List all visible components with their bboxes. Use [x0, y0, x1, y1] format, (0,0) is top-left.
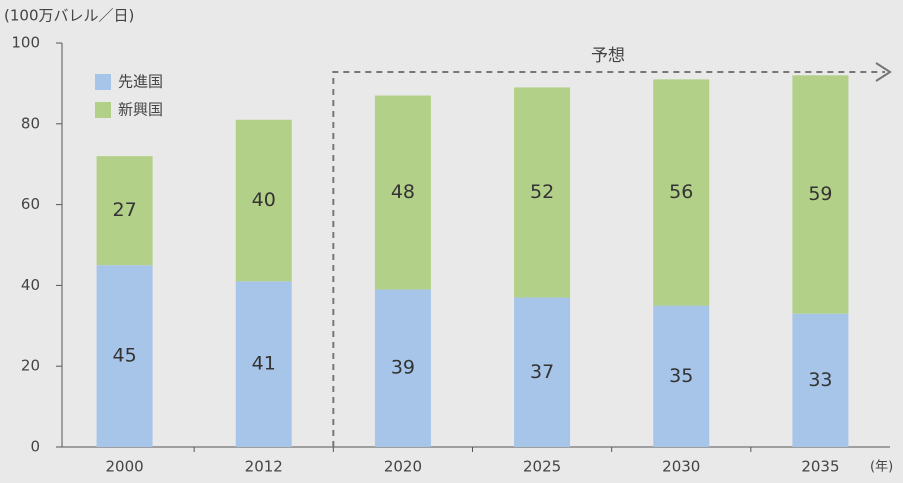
data-label: 35 [669, 365, 693, 387]
data-label: 33 [808, 369, 832, 391]
y-tick-label: 20 [21, 357, 40, 375]
legend-label: 新興国 [118, 101, 163, 119]
y-unit: (100万バレル／日) [4, 7, 134, 25]
x-tick-label: 2025 [523, 458, 561, 476]
data-label: 45 [112, 345, 136, 367]
y-tick-label: 40 [21, 276, 40, 294]
forecast-bracket [332, 71, 885, 447]
data-label: 56 [669, 181, 693, 203]
y-tick-label: 80 [21, 114, 40, 132]
data-label: 27 [112, 199, 136, 221]
data-label: 52 [530, 181, 554, 203]
x-tick-label: 2035 [801, 458, 839, 476]
forecast-arrow [875, 62, 892, 82]
x-tick-label: 2000 [105, 458, 143, 476]
bar-segment [96, 265, 153, 447]
annotation: 予想 [591, 46, 625, 66]
bar-segment [653, 305, 710, 447]
data-label: 48 [391, 181, 415, 203]
bar-segment [374, 289, 431, 447]
data-label: 39 [391, 357, 415, 379]
bar-segment [374, 95, 431, 290]
legend-swatch [95, 74, 111, 90]
data-label: 37 [530, 361, 554, 383]
bar-segment [235, 281, 292, 447]
legend-label: 先進国 [118, 73, 163, 91]
y-tick-label: 100 [11, 34, 40, 52]
x-tick-label: 2012 [245, 458, 283, 476]
x-tick-label: 2030 [662, 458, 700, 476]
bar-segment [792, 313, 849, 447]
bar-segment [514, 297, 571, 447]
y-tick-label: 60 [21, 195, 40, 213]
data-label: 40 [252, 189, 276, 211]
x-unit: (年) [870, 460, 893, 475]
data-label: 59 [808, 183, 832, 205]
bar-segment [514, 87, 571, 298]
bar-segment [96, 156, 153, 266]
data-label: 41 [252, 353, 276, 375]
y-tick-label: 0 [30, 438, 40, 456]
bar-segment [653, 79, 710, 306]
x-tick-label: 2020 [384, 458, 422, 476]
bar-segment [792, 75, 849, 314]
legend-swatch [95, 102, 111, 118]
bar-segment [235, 119, 292, 282]
